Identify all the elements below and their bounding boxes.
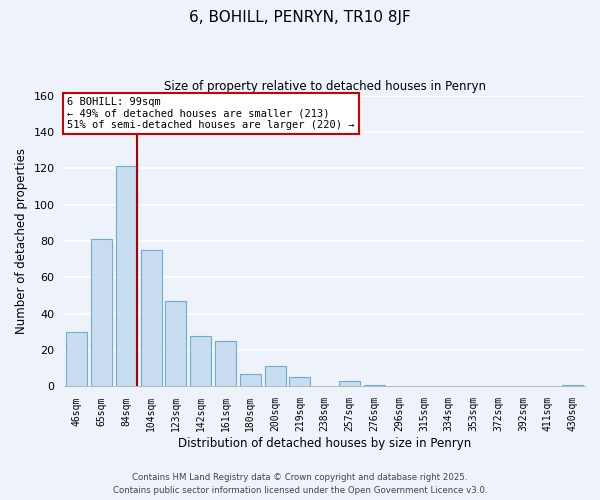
Bar bbox=[339, 381, 360, 386]
Bar bbox=[140, 250, 162, 386]
Bar bbox=[190, 336, 211, 386]
Text: 6 BOHILL: 99sqm
← 49% of detached houses are smaller (213)
51% of semi-detached : 6 BOHILL: 99sqm ← 49% of detached houses… bbox=[67, 97, 355, 130]
X-axis label: Distribution of detached houses by size in Penryn: Distribution of detached houses by size … bbox=[178, 437, 472, 450]
Bar bbox=[289, 378, 310, 386]
Text: 6, BOHILL, PENRYN, TR10 8JF: 6, BOHILL, PENRYN, TR10 8JF bbox=[189, 10, 411, 25]
Bar bbox=[562, 384, 583, 386]
Bar bbox=[66, 332, 88, 386]
Title: Size of property relative to detached houses in Penryn: Size of property relative to detached ho… bbox=[164, 80, 486, 93]
Bar bbox=[240, 374, 261, 386]
Text: Contains HM Land Registry data © Crown copyright and database right 2025.
Contai: Contains HM Land Registry data © Crown c… bbox=[113, 473, 487, 495]
Bar bbox=[166, 301, 187, 386]
Bar bbox=[91, 239, 112, 386]
Bar bbox=[265, 366, 286, 386]
Bar bbox=[364, 384, 385, 386]
Bar bbox=[116, 166, 137, 386]
Bar bbox=[215, 341, 236, 386]
Y-axis label: Number of detached properties: Number of detached properties bbox=[15, 148, 28, 334]
